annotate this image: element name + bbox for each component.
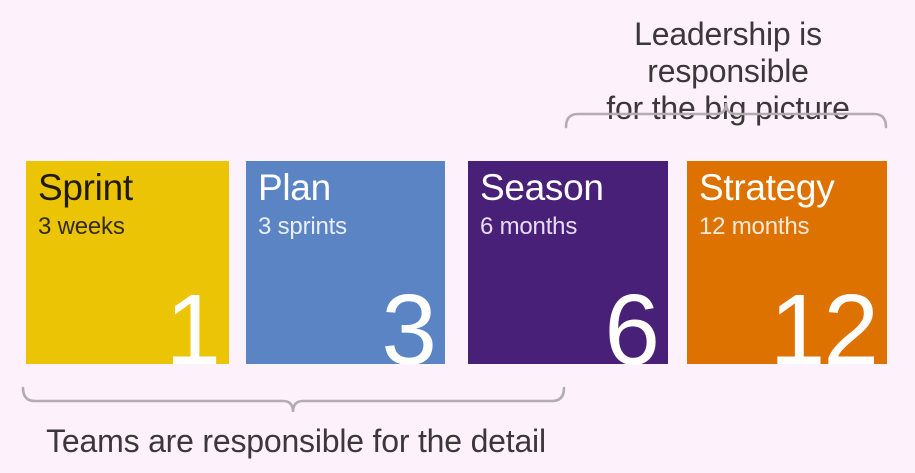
box-season-number: 6 — [604, 274, 660, 386]
box-season-duration: 6 months — [480, 212, 578, 240]
box-sprint-title: Sprint — [38, 167, 133, 208]
box-sprint-duration: 3 weeks — [38, 212, 125, 240]
box-strategy-number: 12 — [769, 274, 879, 386]
teams-annotation: Teams are responsible for the detail — [26, 423, 566, 460]
box-season: Season 6 months 6 — [468, 161, 668, 386]
teams-annotation-text: Teams are responsible for the detail — [46, 423, 546, 459]
box-plan-duration: 3 sprints — [258, 212, 347, 240]
leadership-annotation: Leadership is responsible for the big pi… — [556, 16, 900, 127]
box-season-title: Season — [480, 167, 604, 208]
box-strategy-duration: 12 months — [699, 212, 810, 240]
leadership-annotation-line1: Leadership is responsible — [634, 16, 822, 89]
teams-brace — [21, 386, 566, 413]
box-plan: Plan 3 sprints 3 — [246, 161, 445, 386]
box-plan-number: 3 — [381, 274, 437, 386]
box-sprint: Sprint 3 weeks 1 — [26, 161, 229, 386]
box-sprint-number: 1 — [165, 274, 221, 386]
box-strategy-title: Strategy — [699, 167, 835, 208]
leadership-annotation-line2: for the big picture — [606, 90, 850, 126]
box-strategy: Strategy 12 months 12 — [687, 161, 887, 386]
leadership-brace — [564, 102, 888, 129]
box-plan-title: Plan — [258, 167, 331, 208]
